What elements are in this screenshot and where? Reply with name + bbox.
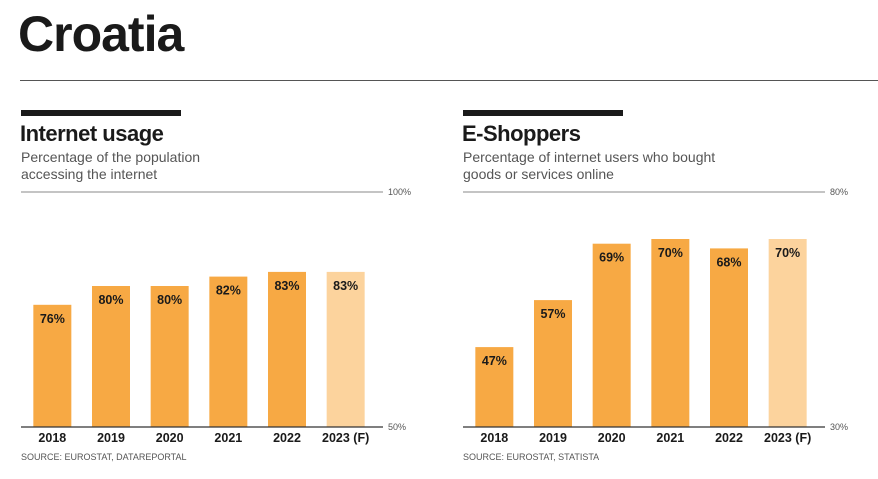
data-label: 80% (98, 293, 123, 307)
x-tick-label: 2021 (656, 431, 684, 445)
x-tick-label: 2019 (97, 431, 125, 445)
chart-subtitle-line: goods or services online (463, 166, 614, 182)
data-label: 68% (716, 255, 741, 269)
data-label: 76% (40, 312, 65, 326)
bar-2019 (534, 300, 572, 427)
bar-2018 (33, 304, 72, 427)
bar-2019 (92, 286, 130, 427)
internet-usage-chart: Internet usage Percentage of the populati… (20, 110, 411, 462)
data-label: 70% (658, 246, 683, 260)
data-label: 69% (599, 251, 624, 265)
chart-subtitle-line: Percentage of the population (21, 149, 200, 165)
x-tick-label: 2018 (38, 431, 66, 445)
x-tick-label: 2020 (156, 431, 184, 445)
y-max-tick-label: 80% (830, 187, 848, 197)
x-tick-label: 2018 (480, 431, 508, 445)
bar-2023-f- (326, 271, 365, 427)
x-tick-label: 2020 (598, 431, 626, 445)
title-divider (20, 80, 878, 81)
x-tick-label: 2023 (F) (322, 431, 369, 445)
x-tick-label: 2023 (F) (764, 431, 811, 445)
x-tick-label: 2022 (273, 431, 301, 445)
data-label: 83% (274, 279, 299, 293)
title-accent-bar (463, 110, 623, 116)
bar-2021 (209, 276, 248, 427)
x-tick-label: 2019 (539, 431, 567, 445)
e-shoppers-panel: E-Shoppers Percentage of internet users w… (442, 108, 862, 478)
bar-2022 (710, 248, 748, 427)
y-min-tick-label: 30% (830, 422, 848, 432)
source-note: SOURCE: EUROSTAT, STATISTA (463, 452, 599, 462)
title-accent-bar (21, 110, 181, 116)
chart-subtitle-line: accessing the internet (21, 166, 157, 182)
x-tick-label: 2022 (715, 431, 743, 445)
y-min-tick-label: 50% (388, 422, 406, 432)
chart-title: Internet usage (20, 121, 164, 146)
data-label: 82% (216, 284, 241, 298)
bar-2020 (150, 286, 189, 427)
internet-usage-panel: Internet usage Percentage of the populati… (0, 108, 420, 478)
page-title: Croatia (18, 6, 184, 62)
data-label: 57% (540, 307, 565, 321)
data-label: 80% (157, 293, 182, 307)
x-tick-label: 2021 (214, 431, 242, 445)
bar-2022 (268, 271, 306, 427)
data-label: 83% (333, 279, 358, 293)
bar-2021 (651, 239, 690, 427)
chart-subtitle-line: Percentage of internet users who bought (463, 149, 715, 165)
bar-2018 (475, 347, 514, 427)
bar-2020 (592, 243, 631, 427)
chart-title: E-Shoppers (462, 121, 581, 146)
y-max-tick-label: 100% (388, 187, 411, 197)
source-note: SOURCE: EUROSTAT, DATAREPORTAL (21, 452, 187, 462)
bar-2023-f- (768, 239, 807, 427)
data-label: 70% (775, 246, 800, 260)
e-shoppers-chart: E-Shoppers Percentage of internet users w… (462, 110, 848, 462)
data-label: 47% (482, 354, 507, 368)
